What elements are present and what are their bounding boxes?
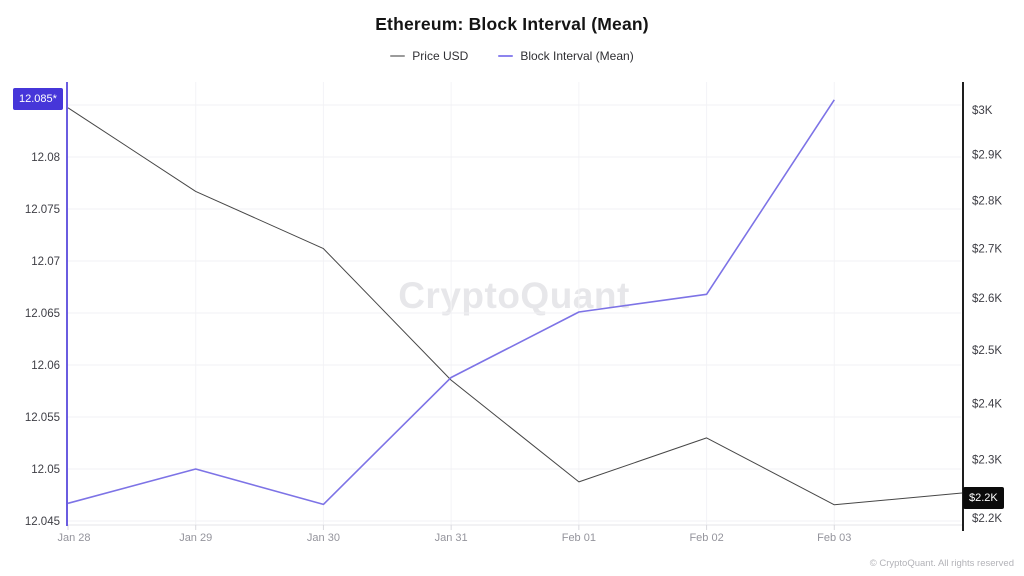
copyright-footer: © CryptoQuant. All rights reserved bbox=[869, 558, 1014, 569]
page-title: Ethereum: Block Interval (Mean) bbox=[375, 14, 649, 34]
x-axis-tick-label: Jan 30 bbox=[307, 532, 340, 544]
right-axis-tick-label: $2.4K bbox=[972, 398, 1002, 410]
right-axis-tick-label: $2.6K bbox=[972, 293, 1002, 305]
right-axis-tick-label: $2.9K bbox=[972, 150, 1002, 162]
left-axis-tick-label: 12.055 bbox=[25, 412, 60, 424]
legend-item-block-interval-mean-[interactable]: Block Interval (Mean) bbox=[498, 49, 634, 63]
x-axis-tick-label: Feb 02 bbox=[689, 532, 723, 544]
right-axis-tick-label: $2.3K bbox=[972, 454, 1002, 466]
current-value-badge-price: $2.2K bbox=[963, 487, 1004, 509]
right-axis-tick-label: $2.5K bbox=[972, 345, 1002, 357]
left-axis-tick-label: 12.07 bbox=[31, 256, 60, 268]
current-value-badge-block-interval: 12.085* bbox=[13, 88, 63, 110]
x-axis-tick-label: Jan 28 bbox=[57, 532, 90, 544]
legend-label: Block Interval (Mean) bbox=[520, 49, 634, 63]
x-axis-tick-label: Jan 31 bbox=[435, 532, 468, 544]
legend-item-price-usd[interactable]: Price USD bbox=[390, 49, 468, 63]
left-axis-tick-label: 12.05 bbox=[31, 464, 60, 476]
x-axis-tick-label: Feb 03 bbox=[817, 532, 851, 544]
left-axis-tick-label: 12.08 bbox=[31, 152, 60, 164]
right-axis-tick-label: $3K bbox=[972, 105, 993, 117]
left-axis-tick-label: 12.075 bbox=[25, 204, 60, 216]
right-axis-tick-label: $2.8K bbox=[972, 196, 1002, 208]
left-axis-tick-label: 12.045 bbox=[25, 516, 60, 528]
right-axis-tick-label: $2.2K bbox=[972, 513, 1002, 525]
x-axis-tick-label: Feb 01 bbox=[562, 532, 596, 544]
cryptoquant-watermark: CryptoQuant bbox=[398, 275, 630, 316]
left-axis-tick-label: 12.065 bbox=[25, 308, 60, 320]
legend-swatch bbox=[498, 55, 514, 57]
legend: Price USD Block Interval (Mean) bbox=[0, 49, 1024, 63]
x-axis-tick-label: Jan 29 bbox=[179, 532, 212, 544]
series-line-price-usd bbox=[67, 107, 963, 506]
series-line-block-interval-mean- bbox=[67, 99, 835, 506]
left-axis-tick-label: 12.06 bbox=[31, 360, 60, 372]
legend-label: Price USD bbox=[412, 49, 469, 63]
legend-swatch bbox=[390, 55, 406, 57]
right-axis-tick-label: $2.7K bbox=[972, 244, 1002, 256]
